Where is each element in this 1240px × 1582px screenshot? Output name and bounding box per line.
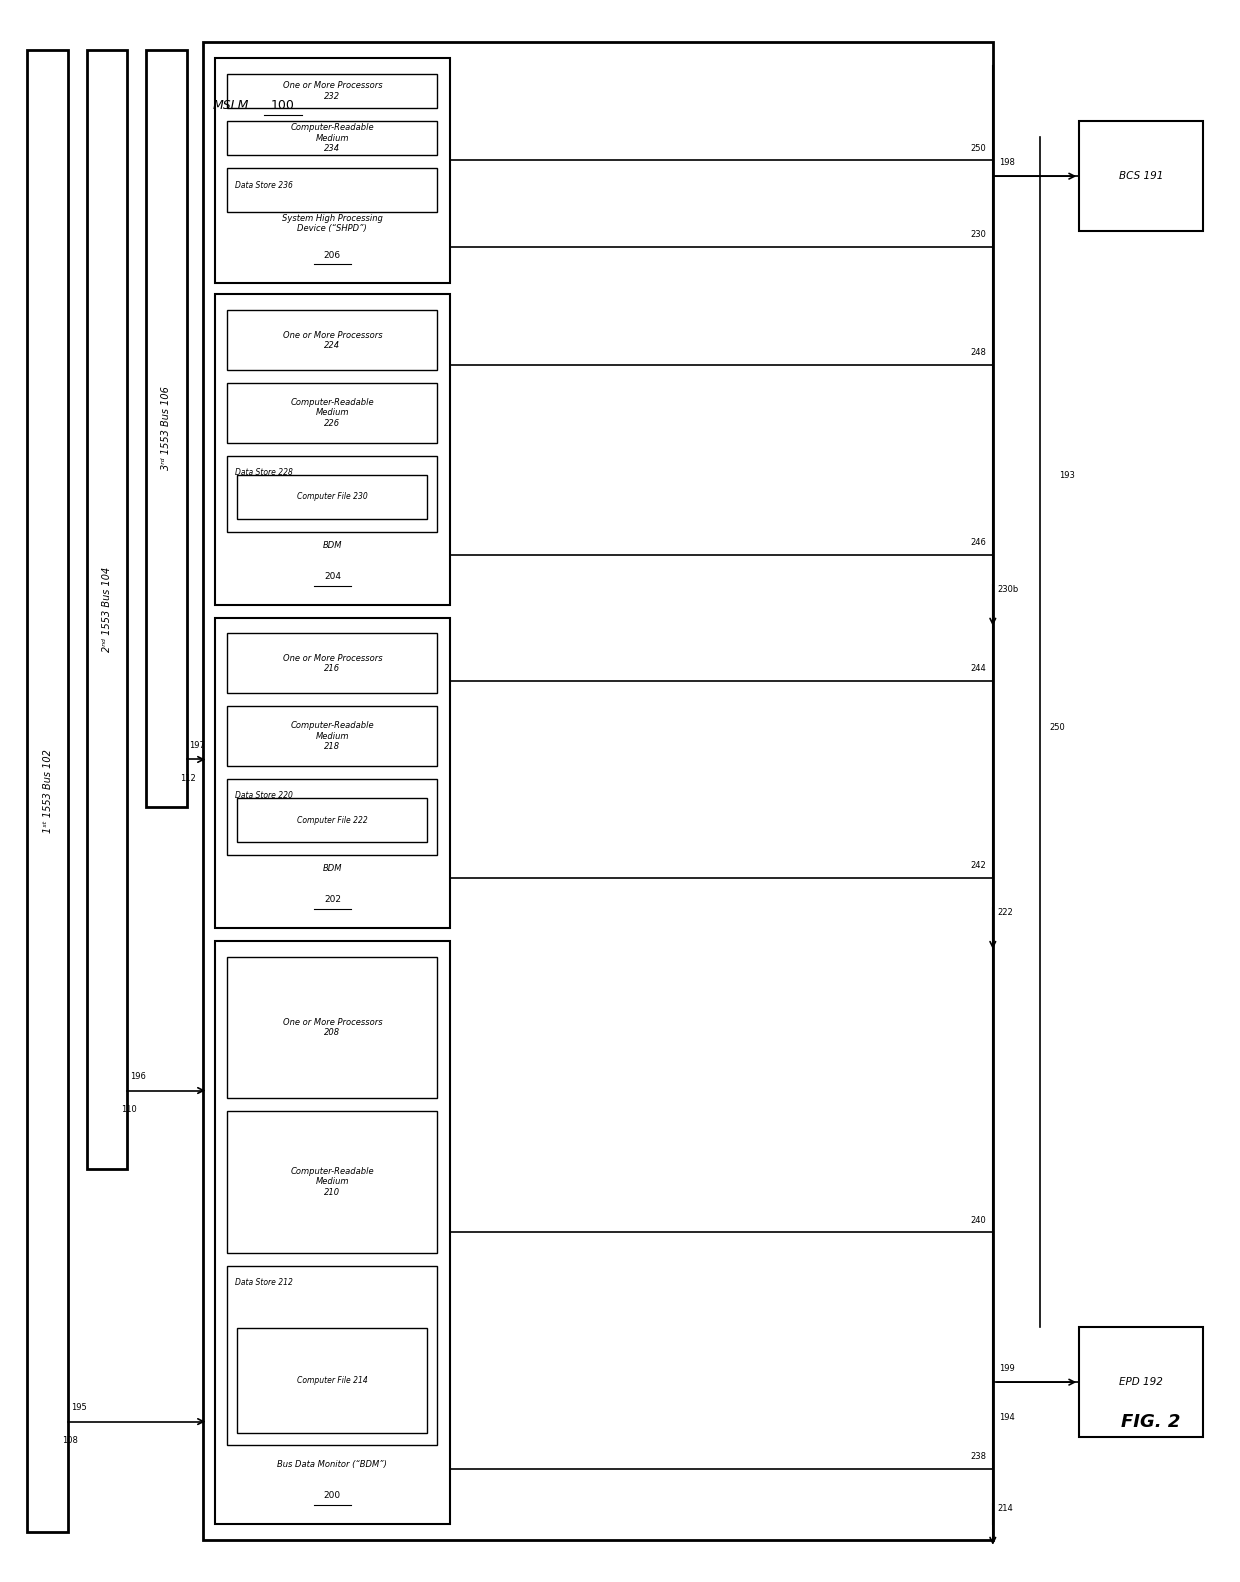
Text: 100: 100: [272, 98, 295, 112]
Text: 238: 238: [971, 1452, 987, 1462]
Text: 110: 110: [122, 1106, 138, 1114]
Text: 193: 193: [1059, 471, 1075, 481]
Bar: [227, 633, 438, 693]
Text: 230: 230: [971, 231, 987, 239]
Text: 108: 108: [62, 1436, 78, 1446]
Text: Computer File 230: Computer File 230: [298, 492, 368, 501]
Text: 199: 199: [999, 1364, 1014, 1373]
Text: 198: 198: [999, 158, 1014, 166]
Text: 246: 246: [971, 538, 987, 547]
Text: 204: 204: [324, 573, 341, 581]
Bar: [1079, 1327, 1203, 1438]
Text: 2ⁿᵈ 1553 Bus 104: 2ⁿᵈ 1553 Bus 104: [102, 566, 112, 652]
Text: 194: 194: [999, 1413, 1014, 1422]
Bar: [27, 51, 68, 1531]
Bar: [227, 120, 438, 155]
Text: BCS 191: BCS 191: [1118, 171, 1163, 182]
Bar: [227, 1111, 438, 1253]
Text: 230b: 230b: [998, 585, 1019, 593]
Text: FIG. 2: FIG. 2: [1121, 1413, 1180, 1430]
Bar: [237, 1329, 428, 1433]
Text: 1ˢᵗ 1553 Bus 102: 1ˢᵗ 1553 Bus 102: [43, 748, 53, 834]
Bar: [227, 310, 438, 370]
Text: Computer-Readable
Medium
234: Computer-Readable Medium 234: [290, 123, 374, 153]
Bar: [227, 706, 438, 766]
Text: Computer-Readable
Medium
210: Computer-Readable Medium 210: [290, 1168, 374, 1198]
Text: Computer-Readable
Medium
226: Computer-Readable Medium 226: [290, 399, 374, 427]
Text: 197: 197: [190, 740, 205, 750]
Text: 244: 244: [971, 664, 987, 672]
Text: 112: 112: [181, 774, 196, 783]
Text: Bus Data Monitor (“BDM”): Bus Data Monitor (“BDM”): [278, 1460, 387, 1468]
Text: EPD 192: EPD 192: [1118, 1378, 1163, 1387]
Text: 222: 222: [998, 908, 1013, 918]
Bar: [227, 74, 438, 108]
Bar: [215, 617, 450, 929]
Text: 250: 250: [1049, 723, 1065, 732]
Text: 3ʳᵈ 1553 Bus 106: 3ʳᵈ 1553 Bus 106: [161, 386, 171, 470]
Text: BDM: BDM: [322, 864, 342, 873]
Text: One or More Processors
216: One or More Processors 216: [283, 653, 382, 672]
Text: 248: 248: [971, 348, 987, 358]
Bar: [227, 778, 438, 854]
Bar: [146, 51, 187, 807]
Bar: [227, 456, 438, 532]
Text: Computer File 222: Computer File 222: [298, 816, 368, 824]
Bar: [237, 797, 428, 842]
Text: Data Store 220: Data Store 220: [234, 791, 293, 800]
Text: MSLM: MSLM: [212, 98, 249, 112]
Text: One or More Processors
208: One or More Processors 208: [283, 1017, 382, 1038]
Bar: [87, 51, 128, 1169]
Bar: [203, 43, 993, 1539]
Bar: [215, 294, 450, 604]
Text: 195: 195: [71, 1403, 87, 1413]
Text: 250: 250: [971, 144, 987, 152]
Text: 200: 200: [324, 1492, 341, 1500]
Bar: [227, 168, 438, 212]
Text: Data Store 228: Data Store 228: [234, 468, 293, 478]
Bar: [227, 1266, 438, 1446]
Bar: [1079, 120, 1203, 231]
Bar: [227, 957, 438, 1098]
Text: Data Store 212: Data Store 212: [234, 1278, 293, 1288]
Text: BDM: BDM: [322, 541, 342, 549]
Text: System High Processing
Device (“SHPD”): System High Processing Device (“SHPD”): [281, 214, 383, 233]
Text: One or More Processors
232: One or More Processors 232: [283, 81, 382, 101]
Bar: [215, 941, 450, 1523]
Text: 214: 214: [998, 1504, 1013, 1512]
Text: 242: 242: [971, 861, 987, 870]
Bar: [237, 475, 428, 519]
Text: 196: 196: [130, 1073, 146, 1081]
Text: Computer File 214: Computer File 214: [298, 1376, 368, 1384]
Text: Computer-Readable
Medium
218: Computer-Readable Medium 218: [290, 721, 374, 751]
Bar: [215, 59, 450, 283]
Text: One or More Processors
224: One or More Processors 224: [283, 331, 382, 350]
Text: Data Store 236: Data Store 236: [234, 180, 293, 190]
Text: 240: 240: [971, 1215, 987, 1224]
Text: 202: 202: [324, 895, 341, 905]
Bar: [227, 383, 438, 443]
Text: 206: 206: [324, 250, 341, 259]
